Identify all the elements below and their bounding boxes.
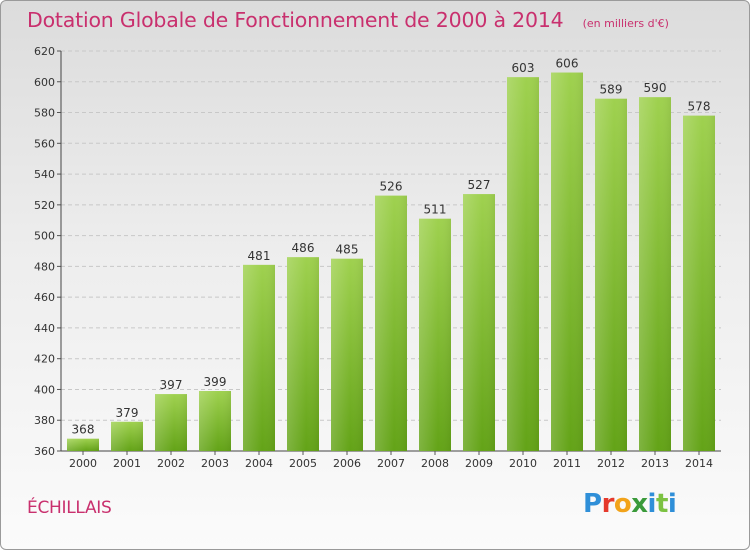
y-tick-label: 420 xyxy=(34,353,55,366)
bar-sheen xyxy=(551,72,583,452)
data-label: 603 xyxy=(512,61,535,75)
bar-sheen xyxy=(287,257,319,451)
data-label: 399 xyxy=(204,375,227,389)
x-tick-label: 2014 xyxy=(685,457,713,470)
logo-letter: i xyxy=(667,489,677,519)
bar-sheen xyxy=(67,438,99,451)
x-tick-label: 2001 xyxy=(113,457,141,470)
data-label: 590 xyxy=(644,81,667,95)
x-tick-label: 2012 xyxy=(597,457,625,470)
x-tick-label: 2006 xyxy=(333,457,361,470)
y-tick-label: 360 xyxy=(34,445,55,458)
logo-letter: x xyxy=(631,489,648,519)
x-tick-label: 2008 xyxy=(421,457,449,470)
x-tick-label: 2000 xyxy=(69,457,97,470)
bar-sheen xyxy=(595,98,627,451)
data-label: 368 xyxy=(72,423,95,437)
bar-sheen xyxy=(331,258,363,451)
y-tick-label: 440 xyxy=(34,322,55,335)
bar-sheen xyxy=(463,194,495,452)
logo-letter: o xyxy=(613,489,632,519)
bar-sheen xyxy=(639,97,671,452)
chart-title: Dotation Globale de Fonctionnement de 20… xyxy=(27,8,564,32)
title-row: Dotation Globale de Fonctionnement de 20… xyxy=(27,8,669,32)
x-tick-label: 2007 xyxy=(377,457,405,470)
x-axis: 2000 2001 2002 2003 2004 2005 2006 2007 2008 2009… xyxy=(69,451,713,470)
data-labels: 368 379 397 399 481 486 485 526 511 527 603 606 589 5… xyxy=(72,57,711,437)
x-tick-label: 2010 xyxy=(509,457,537,470)
y-axis: 360 380 400 420 440 460 480 500 520 540 560 580 600 6… xyxy=(34,45,721,458)
y-tick-label: 520 xyxy=(34,199,55,212)
y-tick-label: 600 xyxy=(34,76,55,89)
y-tick-label: 380 xyxy=(34,414,55,427)
chart-unit: (en milliers d'€) xyxy=(582,17,669,30)
data-label: 511 xyxy=(424,203,447,217)
y-tick-label: 480 xyxy=(34,260,55,273)
data-label: 527 xyxy=(468,178,491,192)
y-tick-label: 620 xyxy=(34,45,55,58)
bar-sheen xyxy=(419,218,451,451)
bar-sheen xyxy=(507,77,539,452)
bar-sheen xyxy=(199,391,231,451)
bar-sheen xyxy=(243,264,275,451)
y-tick-label: 560 xyxy=(34,137,55,150)
x-tick-label: 2002 xyxy=(157,457,185,470)
data-label: 485 xyxy=(336,243,359,257)
data-label: 578 xyxy=(688,100,711,114)
x-tick-label: 2009 xyxy=(465,457,493,470)
data-label: 486 xyxy=(292,241,315,255)
x-tick-label: 2004 xyxy=(245,457,273,470)
bar-sheen xyxy=(155,394,187,451)
logo-letter: P xyxy=(583,489,602,519)
x-tick-label: 2005 xyxy=(289,457,317,470)
y-tick-label: 580 xyxy=(34,107,55,120)
bar-sheen xyxy=(683,115,715,451)
bar-sheen xyxy=(375,195,407,451)
logo-letter: t xyxy=(655,489,668,519)
data-label: 379 xyxy=(116,406,139,420)
data-label: 397 xyxy=(160,378,183,392)
data-label: 606 xyxy=(556,57,579,71)
proxiti-logo: Proxiti xyxy=(583,489,677,519)
y-tick-label: 540 xyxy=(34,168,55,181)
x-tick-label: 2013 xyxy=(641,457,669,470)
y-tick-label: 460 xyxy=(34,291,55,304)
logo-letter: i xyxy=(647,489,657,519)
x-tick-label: 2003 xyxy=(201,457,229,470)
data-label: 589 xyxy=(600,83,623,97)
y-tick-label: 500 xyxy=(34,230,55,243)
bar-sheen xyxy=(111,421,143,451)
commune-name: ÉCHILLAIS xyxy=(27,498,112,518)
data-label: 481 xyxy=(248,249,271,263)
y-tick-label: 400 xyxy=(34,383,55,396)
data-label: 526 xyxy=(380,180,403,194)
x-tick-label: 2011 xyxy=(553,457,581,470)
logo-letter: r xyxy=(601,489,615,519)
bars xyxy=(67,72,715,452)
